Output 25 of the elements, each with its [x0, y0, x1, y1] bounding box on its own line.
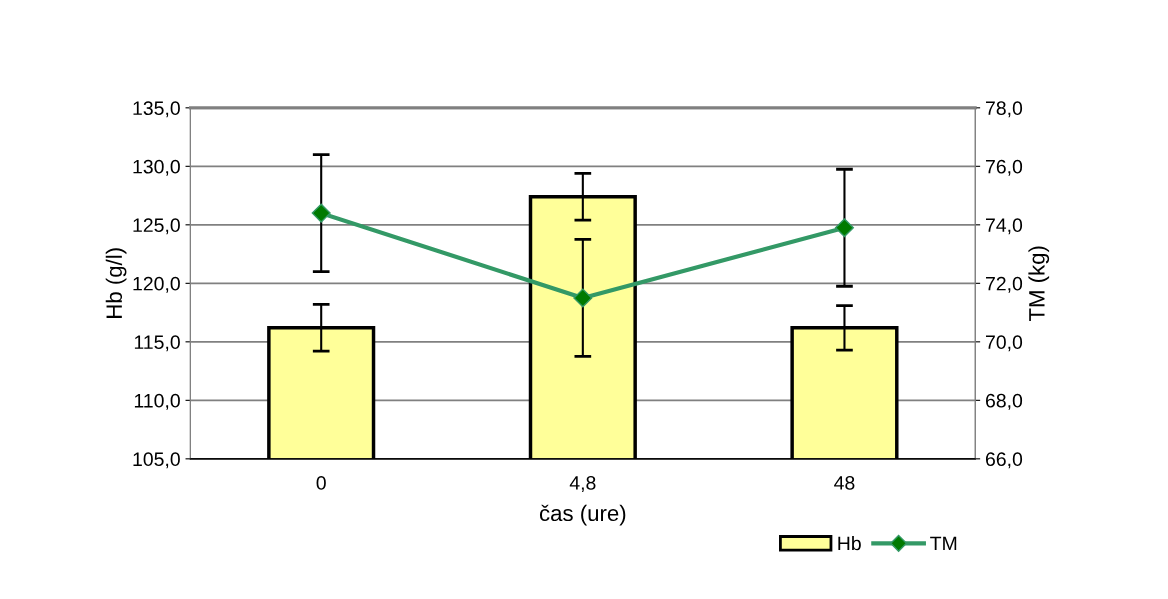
point: [311, 203, 331, 223]
x-axis-title: čas (ure): [539, 504, 626, 526]
y-tick-label: 125,0: [133, 218, 180, 235]
y-tick-label: 110,0: [134, 393, 180, 410]
x-tick-label: 4,8: [569, 476, 596, 493]
y2-tick-label: 76,0: [986, 159, 1023, 176]
y2-tick-label: 78,0: [986, 101, 1023, 118]
y-tick-label: 105,0: [133, 452, 180, 469]
legend-label: Hb: [838, 536, 861, 551]
y-tick-label: 130,0: [133, 159, 180, 176]
y2-tick-label: 72,0: [986, 276, 1023, 293]
x-tick-label: 0: [316, 476, 326, 490]
y-tick-label: 115,0: [134, 335, 180, 352]
x-tick-label: 48: [834, 476, 855, 490]
point: [834, 218, 854, 238]
y2-tick-label: 74,0: [986, 218, 1023, 235]
y-tick-label: 135,0: [133, 101, 180, 118]
point: [573, 288, 593, 308]
y-tick-label: 120,0: [133, 276, 180, 293]
y2-tick-label: 70,0: [986, 335, 1023, 352]
y-axis-title: Hb (g/l): [105, 248, 127, 318]
y2-tick-label: 66,0: [985, 452, 1023, 469]
y2-tick-label: 68,0: [985, 393, 1023, 410]
y2-axis-title: TM (kg): [1028, 246, 1050, 322]
legend-label: TM: [930, 536, 957, 551]
